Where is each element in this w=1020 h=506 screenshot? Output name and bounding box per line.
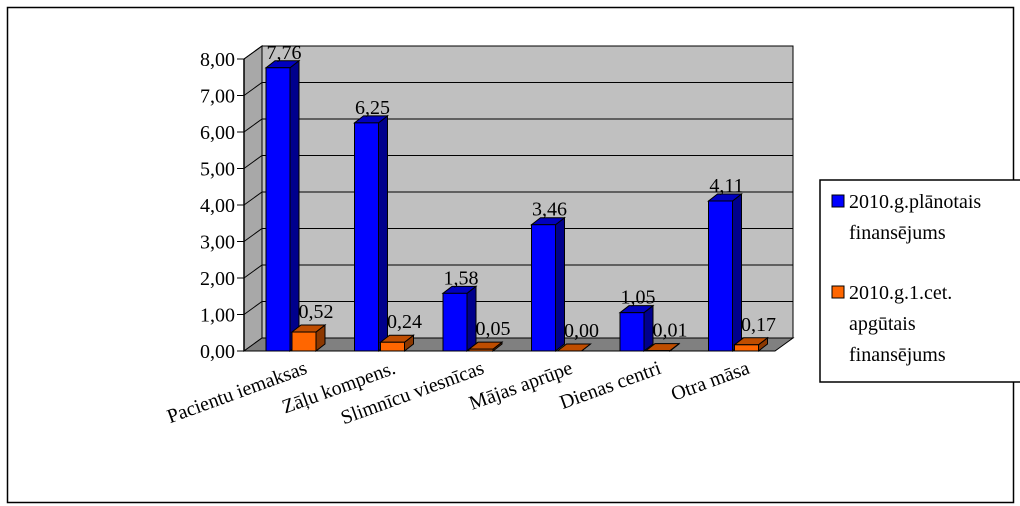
data-label: 0,05 xyxy=(476,318,511,340)
data-label: 0,00 xyxy=(564,320,599,342)
y-tick-label: 4,00 xyxy=(200,195,235,217)
bar-used-2[interactable] xyxy=(467,341,504,353)
bar-front xyxy=(380,341,405,352)
bar-front xyxy=(442,292,468,352)
data-label: 0,01 xyxy=(653,320,688,342)
bar-used-0[interactable] xyxy=(290,323,327,353)
bar-planned-5[interactable] xyxy=(707,192,743,353)
legend-box xyxy=(819,179,1020,383)
y-tick-label: 1,00 xyxy=(200,305,235,327)
bar-front xyxy=(619,312,645,352)
bar-planned-2[interactable] xyxy=(441,285,478,353)
legend-label: 2010.g.1.cet. xyxy=(849,282,952,304)
y-tick-label: 2,00 xyxy=(200,268,235,290)
y-tick-label: 7,00 xyxy=(200,86,235,108)
bar-front xyxy=(734,344,759,352)
legend-swatch xyxy=(831,194,845,208)
y-tick-label: 3,00 xyxy=(200,232,235,254)
data-label: 3,46 xyxy=(532,199,567,221)
bar-front xyxy=(265,67,291,352)
x-tick-label: Otra māsa xyxy=(668,357,752,406)
bar-front xyxy=(468,348,494,352)
legend: 2010.g.plānotais finansējums 2010.g.1.cet.… xyxy=(819,179,1020,383)
gridline xyxy=(243,82,793,96)
data-label: 0,24 xyxy=(387,311,422,333)
bar-front xyxy=(708,200,733,352)
bar-planned-4[interactable] xyxy=(618,304,655,353)
data-label: 6,25 xyxy=(355,97,390,119)
y-tick-label: 6,00 xyxy=(200,122,235,144)
data-label: 0,52 xyxy=(299,301,334,323)
gridline xyxy=(243,191,793,206)
bar-front xyxy=(354,122,379,352)
legend-label: finansējums xyxy=(849,344,946,366)
legend-swatch xyxy=(831,285,845,299)
plot-area: 0,00 1,00 2,00 3,00 4,00 5,00 6,00 7,00 8,00 xyxy=(200,45,795,363)
bar-planned-3[interactable] xyxy=(530,216,566,353)
gridline xyxy=(243,264,793,279)
gridline xyxy=(243,155,793,169)
data-label: 4,11 xyxy=(709,175,743,197)
legend-label: apgūtais xyxy=(849,313,916,335)
bar-used-5[interactable] xyxy=(733,336,769,353)
x-tick-label: Mājas aprūpe xyxy=(466,357,575,415)
bar-used-1[interactable] xyxy=(379,334,415,353)
gridline xyxy=(243,45,793,60)
legend-label: finansējums xyxy=(849,222,946,244)
bar-used-4[interactable] xyxy=(644,342,681,353)
bar-top xyxy=(556,343,592,352)
y-tick-label: 8,00 xyxy=(200,49,235,71)
data-label: 1,05 xyxy=(621,287,656,309)
data-label: 7,76 xyxy=(267,42,302,64)
gridline xyxy=(243,228,793,242)
gridline xyxy=(243,301,793,315)
y-tick-label: 0,00 xyxy=(200,341,235,363)
data-label: 0,17 xyxy=(741,314,776,336)
bar-planned-0[interactable] xyxy=(264,59,301,353)
bars-layer xyxy=(264,59,769,353)
bar-used-3[interactable] xyxy=(556,343,592,352)
legend-label: 2010.g.plānotais xyxy=(849,191,981,213)
x-tick-label: Dienas centri xyxy=(557,357,665,414)
data-label: 1,58 xyxy=(444,267,479,289)
bar-front xyxy=(291,331,317,352)
bar-front xyxy=(531,224,556,352)
bar-planned-1[interactable] xyxy=(353,114,389,353)
gridline xyxy=(243,118,793,133)
y-tick-label: 5,00 xyxy=(200,159,235,181)
